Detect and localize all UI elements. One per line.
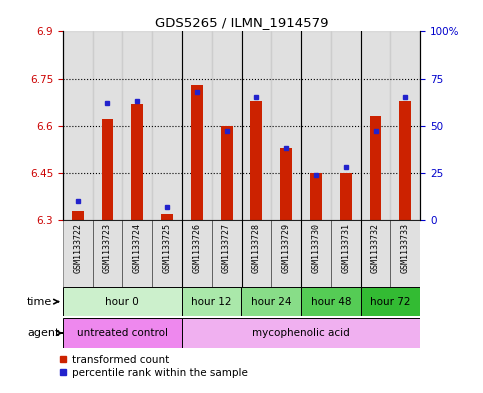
Text: GSM1133732: GSM1133732 — [371, 223, 380, 274]
Bar — [221, 126, 233, 220]
Text: hour 12: hour 12 — [191, 297, 232, 307]
FancyBboxPatch shape — [390, 220, 420, 287]
Text: hour 72: hour 72 — [370, 297, 411, 307]
FancyBboxPatch shape — [242, 287, 301, 316]
Bar — [301, 31, 331, 220]
Bar — [399, 101, 412, 220]
FancyBboxPatch shape — [361, 287, 420, 316]
Text: GSM1133724: GSM1133724 — [133, 223, 142, 274]
Text: hour 48: hour 48 — [311, 297, 351, 307]
Text: GSM1133722: GSM1133722 — [73, 223, 82, 274]
FancyBboxPatch shape — [182, 318, 420, 348]
Text: time: time — [27, 297, 58, 307]
Text: GSM1133727: GSM1133727 — [222, 223, 231, 274]
Bar — [369, 116, 382, 220]
FancyBboxPatch shape — [63, 287, 182, 316]
Bar — [152, 31, 182, 220]
Bar — [390, 31, 420, 220]
FancyBboxPatch shape — [63, 220, 93, 287]
Bar — [212, 31, 242, 220]
Bar — [93, 31, 122, 220]
Legend: transformed count, percentile rank within the sample: transformed count, percentile rank withi… — [58, 355, 248, 378]
Text: GSM1133729: GSM1133729 — [282, 223, 291, 274]
FancyBboxPatch shape — [271, 220, 301, 287]
Bar — [280, 148, 292, 220]
Text: GDS5265 / ILMN_1914579: GDS5265 / ILMN_1914579 — [155, 16, 328, 29]
FancyBboxPatch shape — [93, 220, 122, 287]
FancyBboxPatch shape — [331, 220, 361, 287]
Bar — [242, 31, 271, 220]
Bar — [161, 214, 173, 220]
Bar — [182, 31, 212, 220]
Text: hour 0: hour 0 — [105, 297, 139, 307]
Text: GSM1133730: GSM1133730 — [312, 223, 320, 274]
Bar — [101, 119, 114, 220]
FancyBboxPatch shape — [152, 220, 182, 287]
Bar — [122, 31, 152, 220]
FancyBboxPatch shape — [182, 220, 212, 287]
Text: GSM1133733: GSM1133733 — [401, 223, 410, 274]
FancyBboxPatch shape — [122, 220, 152, 287]
Bar — [331, 31, 361, 220]
Text: agent: agent — [27, 328, 62, 338]
Text: hour 24: hour 24 — [251, 297, 292, 307]
Text: untreated control: untreated control — [77, 328, 168, 338]
Bar — [72, 211, 84, 220]
FancyBboxPatch shape — [63, 318, 182, 348]
FancyBboxPatch shape — [361, 220, 390, 287]
Bar — [310, 173, 322, 220]
Text: GSM1133725: GSM1133725 — [163, 223, 171, 274]
Bar — [251, 101, 262, 220]
Bar — [271, 31, 301, 220]
Bar — [63, 31, 93, 220]
Bar — [340, 173, 352, 220]
Text: GSM1133731: GSM1133731 — [341, 223, 350, 274]
Text: GSM1133728: GSM1133728 — [252, 223, 261, 274]
FancyBboxPatch shape — [212, 220, 242, 287]
Text: mycophenolic acid: mycophenolic acid — [252, 328, 350, 338]
FancyBboxPatch shape — [301, 220, 331, 287]
FancyBboxPatch shape — [242, 220, 271, 287]
Text: GSM1133723: GSM1133723 — [103, 223, 112, 274]
FancyBboxPatch shape — [182, 287, 242, 316]
Bar — [361, 31, 390, 220]
Bar — [131, 104, 143, 220]
Text: GSM1133726: GSM1133726 — [192, 223, 201, 274]
Bar — [191, 85, 203, 220]
FancyBboxPatch shape — [301, 287, 361, 316]
